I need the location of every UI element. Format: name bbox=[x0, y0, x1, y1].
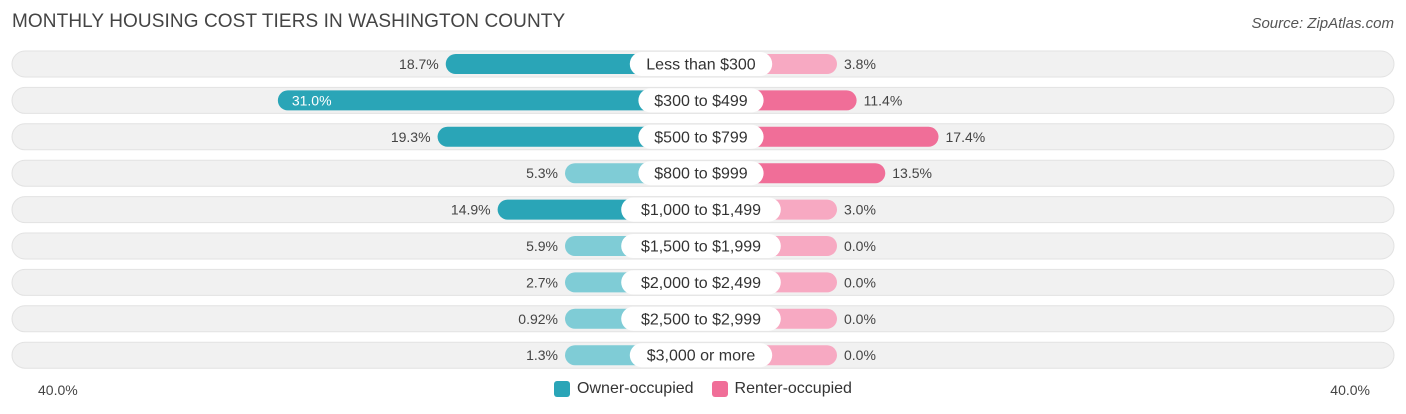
owner-bar bbox=[277, 90, 701, 111]
renter-value-label: 0.0% bbox=[844, 347, 876, 363]
owner-value-label: 2.7% bbox=[526, 274, 558, 290]
category-pill bbox=[638, 88, 764, 113]
category-label: $800 to $999 bbox=[654, 166, 748, 183]
category-pill bbox=[621, 306, 781, 331]
category-label: $1,000 to $1,499 bbox=[641, 202, 761, 219]
category-pill bbox=[621, 234, 781, 258]
renter-value-label: 11.4% bbox=[864, 92, 903, 108]
chart-source: Source: ZipAtlas.com bbox=[1251, 15, 1394, 32]
category-label: $1,500 to $1,999 bbox=[641, 239, 761, 256]
legend-item-owner[interactable]: Owner-occupied bbox=[554, 380, 694, 398]
category-pill bbox=[621, 197, 781, 222]
owner-value-label: 14.9% bbox=[451, 202, 491, 218]
renter-value-label: 13.5% bbox=[892, 165, 932, 181]
owner-value-label: 0.92% bbox=[518, 311, 558, 327]
renter-value-label: 0.0% bbox=[844, 311, 876, 327]
category-label: $2,000 to $2,499 bbox=[641, 275, 761, 292]
owner-value-label: 5.3% bbox=[526, 165, 558, 181]
category-label: Less than $300 bbox=[646, 57, 756, 74]
owner-value-label: 5.9% bbox=[526, 238, 558, 254]
legend-swatch-renter bbox=[711, 381, 728, 397]
owner-value-label: 1.3% bbox=[526, 347, 558, 363]
axis-left-label: 40.0% bbox=[38, 382, 78, 398]
category-pill bbox=[638, 124, 764, 149]
category-pill bbox=[629, 343, 773, 368]
category-pill bbox=[621, 270, 781, 295]
renter-value-label: 17.4% bbox=[946, 129, 986, 145]
chart-title: MONTHLY HOUSING COST TIERS IN WASHINGTON… bbox=[12, 11, 566, 32]
legend-label-owner: Owner-occupied bbox=[577, 380, 694, 397]
category-label: $300 to $499 bbox=[654, 93, 748, 110]
owner-value-label: 19.3% bbox=[391, 129, 431, 145]
category-label: $2,500 to $2,999 bbox=[641, 311, 761, 328]
category-label: $3,000 or more bbox=[647, 348, 756, 365]
axis-right-label: 40.0% bbox=[1330, 382, 1370, 398]
legend-swatch-owner bbox=[554, 381, 571, 397]
owner-value-label: 18.7% bbox=[399, 56, 439, 72]
owner-bar bbox=[437, 126, 701, 147]
legend-label-renter: Renter-occupied bbox=[734, 380, 852, 397]
renter-value-label: 3.0% bbox=[844, 202, 876, 218]
renter-value-label: 0.0% bbox=[844, 274, 876, 290]
renter-value-label: 0.0% bbox=[844, 238, 876, 254]
owner-value-label: 31.0% bbox=[292, 92, 332, 108]
legend-item-renter[interactable]: Renter-occupied bbox=[711, 380, 852, 398]
category-pill bbox=[629, 52, 773, 76]
category-pill bbox=[638, 161, 764, 186]
renter-value-label: 3.8% bbox=[844, 56, 876, 72]
legend: Owner-occupied Renter-occupied bbox=[0, 380, 1406, 398]
category-label: $500 to $799 bbox=[654, 129, 748, 146]
